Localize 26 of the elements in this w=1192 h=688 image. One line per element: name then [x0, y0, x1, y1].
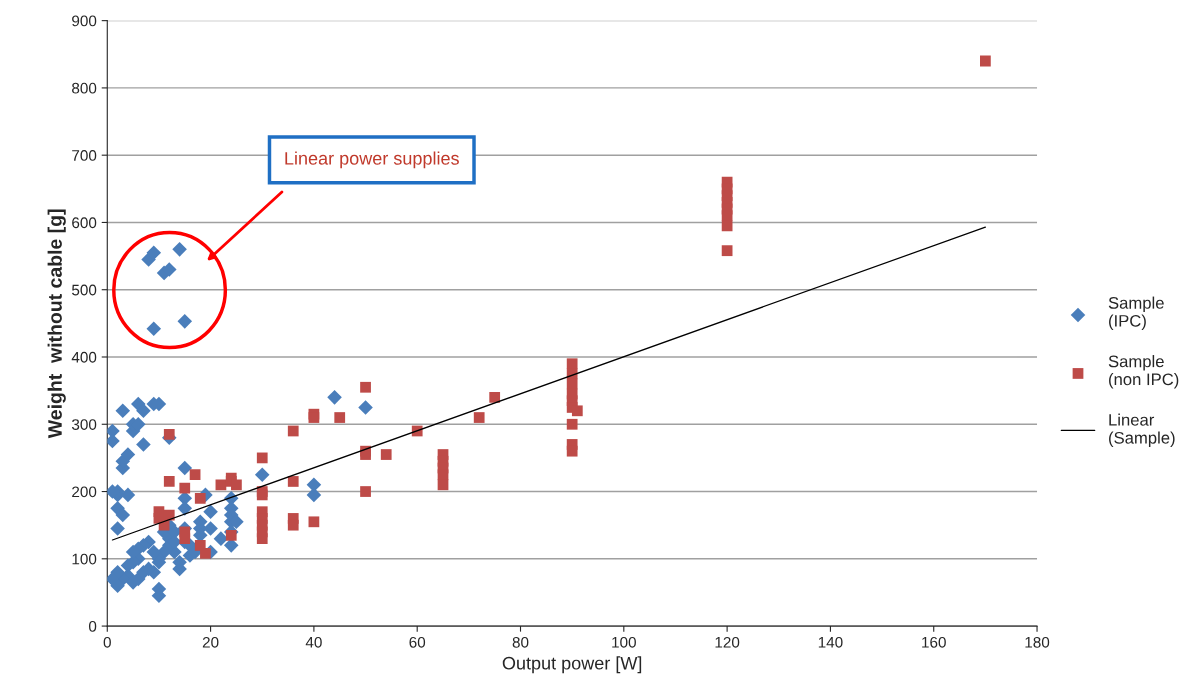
x-tick-label: 160	[922, 636, 946, 648]
x-tick-label: 140	[818, 636, 843, 648]
y-tick-label: 300	[71, 419, 97, 430]
y-tick-label: 600	[72, 217, 97, 229]
y-tick-label: 400	[71, 351, 97, 363]
x-tick-label: 120	[715, 636, 740, 648]
y-tick-label: 900	[72, 15, 97, 27]
y-tick-label: 100	[72, 553, 97, 565]
y-tick-label: 500	[71, 284, 97, 296]
y-axis-title: Weight without cable [g]	[47, 209, 66, 439]
x-axis-title: Output power [W]	[502, 656, 642, 674]
y-tick-label: 0	[88, 620, 97, 632]
x-tick-label: 100	[612, 636, 636, 648]
legend-label: Sample (non IPC)	[1108, 355, 1179, 389]
x-tick-label: 80	[512, 636, 529, 648]
y-tick-label: 800	[72, 82, 97, 94]
x-tick-label: 60	[409, 636, 426, 648]
x-tick-label: 0	[103, 636, 111, 648]
y-tick-label: 200	[72, 486, 97, 498]
y-tick-label: 700	[72, 150, 97, 161]
annotation: Linear power supplies	[285, 151, 459, 169]
legend-label: Sample (IPC)	[1108, 296, 1164, 331]
x-tick-label: 40	[305, 636, 322, 648]
legend-label: Linear (Sample)	[1109, 413, 1175, 448]
x-tick-label: 20	[202, 636, 219, 648]
x-tick-label: 180	[1025, 636, 1050, 648]
